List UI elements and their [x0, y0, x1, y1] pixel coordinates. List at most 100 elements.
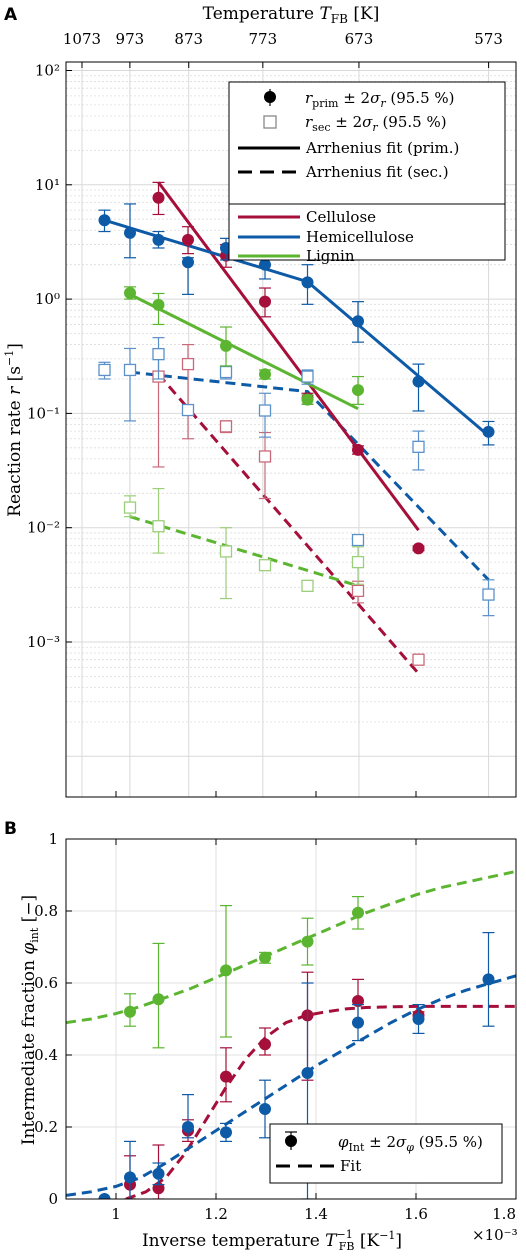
x-axis-tick-label: 1.4 — [304, 1205, 328, 1223]
x-axis-tick-label: 1.2 — [204, 1205, 228, 1223]
secondary-point-lignin — [301, 579, 314, 592]
x-axis-tick-label: 1 — [111, 1205, 121, 1223]
y-axis-tick-label: 10⁻¹ — [27, 404, 60, 422]
secondary-point-cellulose — [351, 584, 365, 598]
primary-point-hemicellulose — [412, 375, 425, 388]
y-axis-tick-label: 10⁻³ — [27, 633, 60, 651]
fit-primary-lignin — [129, 293, 359, 411]
panel-a-legend: rprim ± 2σr (95.5 %) rsec ± 2σr (95.5 %)… — [228, 81, 506, 265]
legend-cellulose-label: Cellulose — [306, 208, 376, 226]
primary-point-lignin — [301, 393, 314, 406]
fraction-point-hemicellulose — [412, 1013, 425, 1025]
fraction-point-hemicellulose — [259, 1103, 271, 1115]
top-axis-tick-label: 873 — [174, 30, 203, 48]
panel-a-ticks: 1073 973 873 773 673 573 10² 10¹ 10⁰ 10⁻¹ 10⁻² 10⁻³ — [27, 30, 517, 797]
y-axis-tick-label: 10⁰ — [35, 290, 60, 308]
legend-secondary-label: rsec ± 2σr (95.5 %) — [305, 113, 447, 134]
y-axis-tick-label: 10² — [35, 62, 60, 80]
panel-a-letter: A — [4, 5, 18, 25]
primary-point-hemicellulose — [124, 226, 136, 239]
secondary-point-cellulose — [412, 653, 425, 666]
fit-lignin — [66, 869, 516, 1025]
secondary-point-hemicellulose — [301, 370, 314, 383]
fit-primary-cellulose — [157, 181, 420, 532]
y-axis-tick-label: 1 — [48, 830, 58, 848]
fraction-point-hemicellulose — [98, 1193, 111, 1199]
panel-b-x-multiplier: ×10⁻³ — [472, 1226, 518, 1244]
y-axis-tick-label: 10¹ — [35, 176, 60, 194]
legend-primary-label: rprim ± 2σr (95.5 %) — [305, 89, 455, 110]
secondary-point-cellulose — [181, 357, 195, 371]
secondary-point-lignin — [152, 520, 165, 533]
secondary-point-hemicellulose — [181, 403, 195, 417]
y-axis-tick-label: 0.6 — [34, 974, 58, 992]
secondary-point-cellulose — [219, 420, 233, 433]
panel-b-legend: φInt ± 2σφ (95.5 %) Fit — [269, 1123, 503, 1184]
primary-point-hemicellulose — [182, 256, 194, 269]
x-axis-tick-label: 1.8 — [492, 1205, 516, 1223]
secondary-point-hemicellulose — [123, 363, 137, 377]
y-axis-tick-label: 0 — [48, 1190, 58, 1208]
fraction-point-lignin — [301, 935, 314, 948]
fraction-point-hemicellulose — [182, 1121, 194, 1133]
secondary-point-lignin — [123, 501, 137, 514]
secondary-point-hemicellulose — [412, 440, 425, 453]
primary-point-lignin — [220, 339, 232, 352]
panel-a-y-axis-label: Reaction rate r [s−1] — [3, 343, 25, 517]
primary-point-cellulose — [412, 542, 425, 555]
y-axis-tick-label: 10⁻² — [27, 519, 60, 537]
top-axis-tick-label: 573 — [474, 30, 503, 48]
legend-fit-sec-label: Arrhenius fit (sec.) — [305, 163, 449, 181]
fraction-point-lignin — [220, 964, 232, 977]
primary-point-cellulose — [152, 191, 165, 204]
primary-point-cellulose — [182, 233, 194, 246]
primary-point-lignin — [259, 368, 271, 381]
primary-point-lignin — [152, 298, 165, 311]
primary-point-hemicellulose — [259, 258, 271, 271]
primary-point-hemicellulose — [482, 425, 495, 438]
fit-secondary-hemicellulose — [129, 370, 490, 581]
top-axis-tick-label: 1073 — [63, 30, 101, 48]
legend-b-fit-label: Fit — [340, 1157, 361, 1175]
fraction-point-hemicellulose — [152, 1167, 165, 1180]
fraction-point-hemicellulose — [352, 1016, 364, 1029]
fit-secondary-cellulose — [157, 373, 420, 675]
legend-hemicellulose-label: Hemicellulose — [306, 228, 414, 246]
fit-secondary-lignin — [129, 515, 359, 588]
legend-b-point-marker — [285, 1135, 297, 1147]
secondary-point-hemicellulose — [98, 363, 111, 377]
fraction-point-hemicellulose — [124, 1171, 136, 1184]
secondary-point-lignin — [258, 559, 272, 572]
panel-b-ticks: 1 1.2 1.4 1.6 1.8 0 0.2 0.4 0.6 0.8 1 — [34, 830, 517, 1223]
fraction-point-lignin — [152, 993, 165, 1006]
legend-secondary-marker — [263, 115, 277, 129]
panel-a-frame — [65, 61, 517, 798]
fraction-point-lignin — [352, 906, 364, 919]
fraction-point-hemicellulose — [482, 973, 495, 986]
legend-lignin-label: Lignin — [306, 247, 355, 265]
top-axis-tick-label: 673 — [345, 30, 374, 48]
panel-b-letter: B — [4, 819, 17, 839]
primary-point-cellulose — [352, 443, 364, 456]
y-axis-tick-label: 0.4 — [34, 1046, 58, 1064]
secondary-point-hemicellulose — [258, 404, 272, 417]
secondary-point-hemicellulose — [219, 365, 233, 379]
panel-b-marks — [66, 869, 516, 1199]
top-axis-tick-label: 773 — [249, 30, 278, 48]
primary-point-hemicellulose — [352, 315, 364, 328]
y-axis-tick-label: 0.8 — [34, 902, 58, 920]
primary-point-cellulose — [259, 295, 271, 308]
x-axis-tick-label: 1.6 — [404, 1205, 428, 1223]
panel-a-marks — [98, 181, 495, 675]
secondary-point-hemicellulose — [351, 533, 365, 547]
panel-b-frame — [65, 838, 517, 1200]
fraction-point-hemicellulose — [301, 1067, 314, 1079]
top-axis-tick-label: 973 — [116, 30, 145, 48]
legend-fit-prim-label: Arrhenius fit (prim.) — [305, 139, 459, 157]
panel-b-y-axis-label: Intermediate fraction φint [−] — [19, 895, 41, 1145]
fraction-point-lignin — [124, 1005, 136, 1018]
panel-a-top-axis-label: Temperature TFB [K] — [203, 4, 380, 26]
secondary-point-cellulose — [258, 450, 272, 463]
secondary-point-lignin — [351, 555, 365, 569]
primary-point-hemicellulose — [152, 233, 165, 246]
